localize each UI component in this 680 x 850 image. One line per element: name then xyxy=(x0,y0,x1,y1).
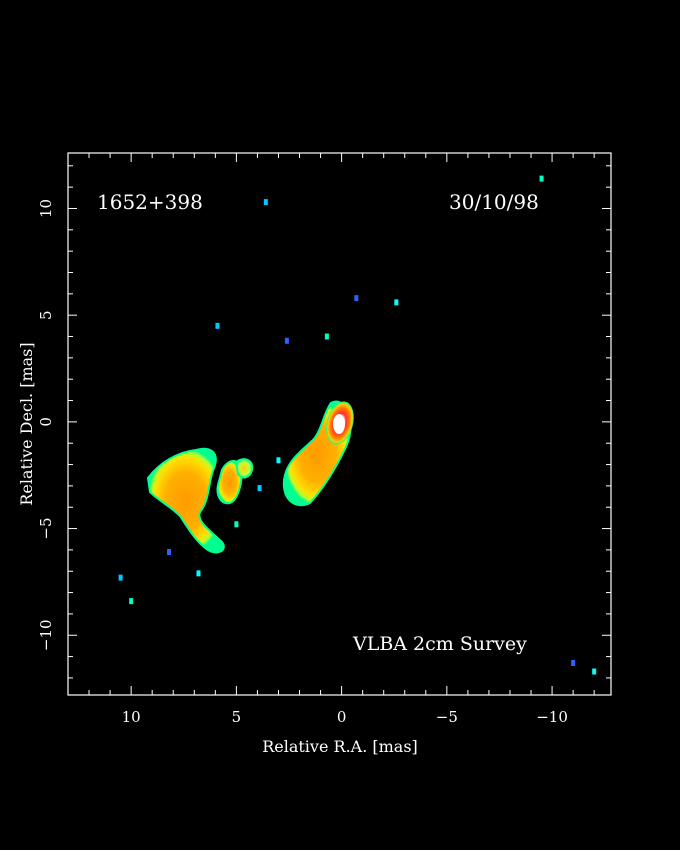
outer-lobe-component xyxy=(146,447,225,554)
noise-spot xyxy=(196,570,201,577)
observation-date: 30/10/98 xyxy=(449,190,539,214)
noise-spot xyxy=(129,598,134,605)
x-tick-label: −10 xyxy=(536,708,568,726)
x-tick-label: 10 xyxy=(122,708,141,726)
y-tick-label: 5 xyxy=(37,310,55,320)
y-tick-label: −10 xyxy=(37,619,55,651)
noise-spot xyxy=(539,175,544,182)
noise-spot xyxy=(592,668,597,675)
x-tick-label: −5 xyxy=(436,708,458,726)
emission-map xyxy=(146,400,354,554)
noise-spots xyxy=(118,175,597,675)
noise-spot xyxy=(167,549,172,556)
noise-spot xyxy=(257,485,262,492)
y-tick-label: 0 xyxy=(37,417,55,427)
x-tick-label: 5 xyxy=(232,708,242,726)
noise-spot xyxy=(263,199,268,206)
noise-spot xyxy=(324,333,329,340)
survey-label: VLBA 2cm Survey xyxy=(352,633,527,655)
noise-spot xyxy=(394,299,399,306)
knot-a-component xyxy=(216,460,243,505)
x-tick-label: 0 xyxy=(337,708,347,726)
noise-spot xyxy=(354,295,359,302)
tick-labels: 10 5 0 −5 −10 10 5 0 −5 −10 xyxy=(37,199,568,726)
noise-spot xyxy=(118,574,123,581)
plot-frame xyxy=(67,152,612,696)
tick-marks xyxy=(67,153,611,695)
source-name: 1652+398 xyxy=(97,190,203,214)
y-axis-label: Relative Decl. [mas] xyxy=(17,342,36,505)
core-peak xyxy=(333,414,345,434)
x-axis-label: Relative R.A. [mas] xyxy=(262,737,418,756)
knot-b-component xyxy=(234,458,254,479)
noise-spot xyxy=(276,457,281,464)
noise-spot xyxy=(234,521,239,528)
y-tick-label: −5 xyxy=(37,517,55,539)
noise-spot xyxy=(571,659,576,666)
noise-spot xyxy=(215,322,220,329)
y-tick-label: 10 xyxy=(37,199,55,218)
noise-spot xyxy=(284,337,289,344)
